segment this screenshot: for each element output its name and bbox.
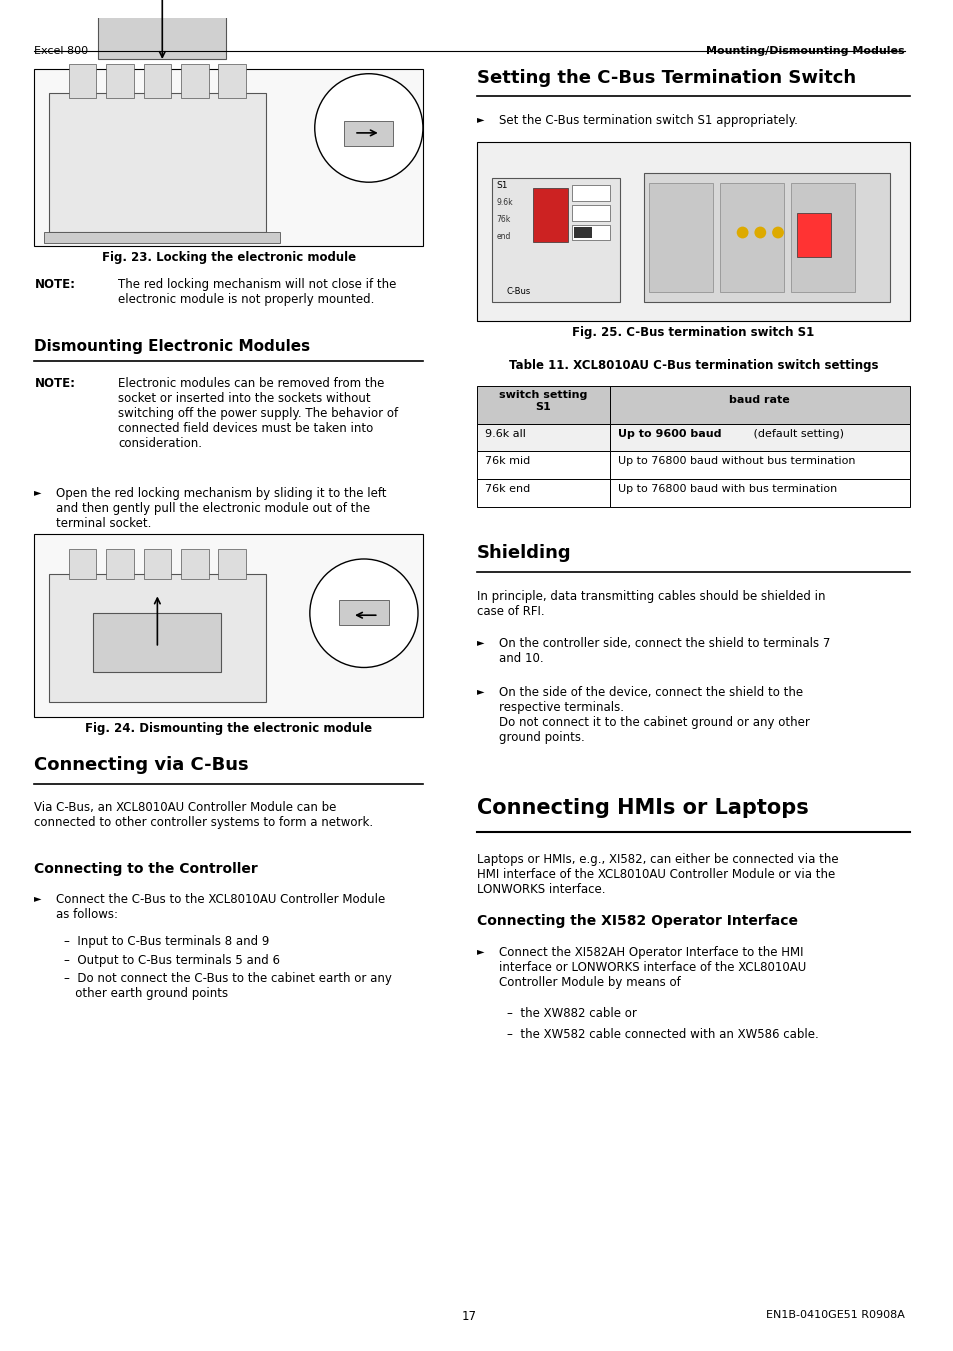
Text: –  Input to C-Bus terminals 8 and 9: – Input to C-Bus terminals 8 and 9 <box>64 935 269 948</box>
Bar <box>572 205 609 220</box>
Text: baud rate: baud rate <box>729 396 789 405</box>
Circle shape <box>754 227 765 238</box>
Bar <box>609 424 909 451</box>
Text: Set the C-Bus termination switch S1 appropriately.: Set the C-Bus termination switch S1 appr… <box>498 113 797 127</box>
Bar <box>574 227 592 238</box>
Text: On the side of the device, connect the shield to the
respective terminals.
Do no: On the side of the device, connect the s… <box>498 686 809 744</box>
Text: ►: ► <box>476 636 484 647</box>
Bar <box>609 386 909 424</box>
Text: EN1B-0410GE51 R0908A: EN1B-0410GE51 R0908A <box>765 1309 904 1320</box>
Bar <box>93 613 221 673</box>
Bar <box>34 69 422 246</box>
Bar <box>796 213 830 257</box>
Text: Open the red locking mechanism by sliding it to the left
and then gently pull th: Open the red locking mechanism by slidin… <box>56 486 386 530</box>
Text: Up to 76800 baud without bus termination: Up to 76800 baud without bus termination <box>617 457 854 466</box>
Bar <box>106 549 133 578</box>
Text: 76k mid: 76k mid <box>484 457 530 466</box>
Bar <box>98 4 226 59</box>
Circle shape <box>314 74 422 182</box>
Text: S1: S1 <box>497 181 508 190</box>
Bar <box>476 480 609 507</box>
Text: Connecting to the Controller: Connecting to the Controller <box>34 862 258 875</box>
Text: 9.6k all: 9.6k all <box>484 428 525 439</box>
Bar <box>50 574 265 703</box>
Text: Shielding: Shielding <box>476 544 571 562</box>
Text: The red locking mechanism will not close if the
electronic module is not properl: The red locking mechanism will not close… <box>118 278 396 305</box>
Bar <box>106 63 133 99</box>
Text: Connecting the XI582 Operator Interface: Connecting the XI582 Operator Interface <box>476 915 798 928</box>
Bar <box>218 549 246 578</box>
Text: Setting the C-Bus Termination Switch: Setting the C-Bus Termination Switch <box>476 69 855 86</box>
Bar <box>790 184 854 292</box>
Text: Fig. 25. C-Bus termination switch S1: Fig. 25. C-Bus termination switch S1 <box>572 326 814 339</box>
Bar <box>572 224 609 240</box>
Bar <box>720 184 783 292</box>
Text: NOTE:: NOTE: <box>34 377 75 389</box>
Bar <box>50 93 265 231</box>
Text: Up to 9600 baud: Up to 9600 baud <box>617 428 720 439</box>
Text: –  Output to C-Bus terminals 5 and 6: – Output to C-Bus terminals 5 and 6 <box>64 954 279 966</box>
Text: 9.6k: 9.6k <box>497 199 513 207</box>
Text: On the controller side, connect the shield to terminals 7
and 10.: On the controller side, connect the shie… <box>498 636 829 665</box>
Text: switch setting
S1: switch setting S1 <box>498 390 587 412</box>
Bar <box>144 549 171 578</box>
Text: 76k: 76k <box>497 215 511 224</box>
Text: Mounting/Dismounting Modules: Mounting/Dismounting Modules <box>705 46 904 57</box>
Text: Fig. 23. Locking the electronic module: Fig. 23. Locking the electronic module <box>102 251 355 265</box>
Bar <box>476 451 609 480</box>
Bar <box>44 231 280 243</box>
Text: ►: ► <box>34 486 42 497</box>
Text: Connecting HMIs or Laptops: Connecting HMIs or Laptops <box>476 797 808 817</box>
Text: –  the XW582 cable connected with an XW586 cable.: – the XW582 cable connected with an XW58… <box>506 1028 818 1042</box>
Bar <box>69 63 96 99</box>
Text: Laptops or HMIs, e.g., XI582, can either be connected via the
HMI interface of t: Laptops or HMIs, e.g., XI582, can either… <box>476 852 838 896</box>
Text: Connect the XI582AH Operator Interface to the HMI
interface or LONWORKS interfac: Connect the XI582AH Operator Interface t… <box>498 946 805 989</box>
Text: 17: 17 <box>461 1309 476 1323</box>
Text: 76k end: 76k end <box>484 484 530 494</box>
Bar <box>344 122 393 146</box>
Text: Electronic modules can be removed from the
socket or inserted into the sockets w: Electronic modules can be removed from t… <box>118 377 397 450</box>
Text: (default setting): (default setting) <box>750 428 843 439</box>
Text: end: end <box>497 231 511 240</box>
Text: ►: ► <box>476 946 484 955</box>
Circle shape <box>771 227 783 238</box>
Bar <box>181 63 209 99</box>
Text: Connect the C-Bus to the XCL8010AU Controller Module
as follows:: Connect the C-Bus to the XCL8010AU Contr… <box>56 893 385 921</box>
Text: ►: ► <box>34 893 42 904</box>
Bar <box>218 63 246 99</box>
Text: Table 11. XCL8010AU C-Bus termination switch settings: Table 11. XCL8010AU C-Bus termination sw… <box>508 359 878 372</box>
Text: ►: ► <box>476 686 484 696</box>
Text: NOTE:: NOTE: <box>34 278 75 290</box>
Text: Fig. 24. Dismounting the electronic module: Fig. 24. Dismounting the electronic modu… <box>85 721 372 735</box>
Text: Up to 76800 baud with bus termination: Up to 76800 baud with bus termination <box>617 484 836 494</box>
Text: –  the XW882 cable or: – the XW882 cable or <box>506 1006 636 1020</box>
Bar <box>533 188 567 242</box>
Bar <box>69 549 96 578</box>
Bar <box>144 63 171 99</box>
Bar <box>572 185 609 201</box>
Bar <box>34 535 422 717</box>
Bar <box>609 451 909 480</box>
Text: Excel 800: Excel 800 <box>34 46 89 57</box>
Bar <box>476 142 909 322</box>
Circle shape <box>736 227 748 238</box>
Bar <box>643 173 889 301</box>
Text: In principle, data transmitting cables should be shielded in
case of RFI.: In principle, data transmitting cables s… <box>476 589 824 617</box>
Bar <box>476 386 609 424</box>
Text: Via C-Bus, an XCL8010AU Controller Module can be
connected to other controller s: Via C-Bus, an XCL8010AU Controller Modul… <box>34 801 374 828</box>
Bar <box>492 178 619 301</box>
Bar <box>648 184 712 292</box>
Bar <box>609 480 909 507</box>
Circle shape <box>310 559 417 667</box>
Text: ►: ► <box>476 113 484 124</box>
Text: C-Bus: C-Bus <box>506 286 530 296</box>
Bar <box>181 549 209 578</box>
Bar <box>476 424 609 451</box>
Text: –  Do not connect the C-Bus to the cabinet earth or any
   other earth ground po: – Do not connect the C-Bus to the cabine… <box>64 973 392 1000</box>
Text: Connecting via C-Bus: Connecting via C-Bus <box>34 757 249 774</box>
Text: Dismounting Electronic Modules: Dismounting Electronic Modules <box>34 339 311 354</box>
Bar <box>339 600 388 626</box>
